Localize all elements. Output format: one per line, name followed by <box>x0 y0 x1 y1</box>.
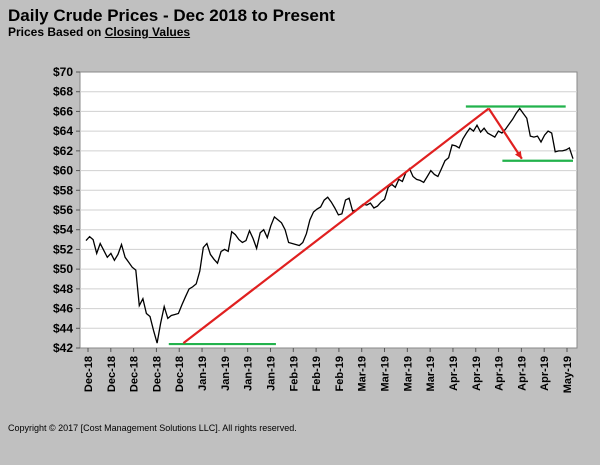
chart-subtitle: Prices Based on Closing Values <box>8 25 190 39</box>
y-tick-label: $58 <box>53 183 73 197</box>
y-tick-label: $50 <box>53 262 73 276</box>
x-tick-label: Feb-19 <box>334 356 346 391</box>
y-tick-label: $54 <box>53 223 73 237</box>
x-tick-label: Jan-19 <box>243 356 255 391</box>
y-tick-label: $70 <box>53 65 73 79</box>
x-tick-label: Apr-19 <box>494 356 506 391</box>
x-tick-label: Dec-18 <box>174 356 186 392</box>
x-tick-label: May-19 <box>562 356 574 393</box>
y-tick-label: $60 <box>53 164 73 178</box>
y-tick-label: $68 <box>53 85 73 99</box>
y-tick-label: $52 <box>53 242 73 256</box>
x-tick-label: Jan-19 <box>220 356 232 391</box>
chart-title: Daily Crude Prices - Dec 2018 to Present <box>8 6 335 25</box>
x-tick-label: Dec-18 <box>83 356 95 392</box>
trend-line <box>182 107 490 344</box>
x-tick-label: Apr-19 <box>471 356 483 391</box>
x-tick-label: Jan-19 <box>265 356 277 391</box>
trend-line <box>487 107 523 160</box>
x-tick-label: Mar-19 <box>425 356 437 391</box>
x-tick-label: Apr-19 <box>539 356 551 391</box>
y-tick-label: $42 <box>53 341 73 355</box>
x-tick-label: Apr-19 <box>516 356 528 391</box>
y-tick-label: $56 <box>53 203 73 217</box>
y-tick-label: $64 <box>53 124 73 138</box>
x-tick-label: Dec-18 <box>129 356 141 392</box>
y-tick-label: $62 <box>53 144 73 158</box>
subtitle-emphasis: Closing Values <box>104 25 191 39</box>
chart-marks <box>85 105 574 346</box>
x-tick-label: Dec-18 <box>106 356 118 392</box>
copyright-notice: Copyright © 2017 [Cost Management Soluti… <box>8 423 297 433</box>
y-axis: $42 $44 $46 $48 $50 $52 $54 $56 $58 $60 $62 $64 $66 $… <box>53 65 80 355</box>
price-series-line <box>85 107 574 344</box>
x-tick-label: Apr-19 <box>448 356 460 391</box>
y-tick-label: $44 <box>53 321 73 335</box>
x-tick-label: Dec-18 <box>151 356 163 392</box>
x-tick-label: Mar-19 <box>402 356 414 391</box>
subtitle-prefix: Prices Based on <box>8 25 105 39</box>
gridlines <box>80 91 577 329</box>
x-axis: Dec-18 Dec-18 Dec-18 Dec-18 Dec-18 Jan-19 Jan-… <box>83 348 574 393</box>
y-tick-label: $46 <box>53 302 73 316</box>
x-tick-label: Feb-19 <box>288 356 300 391</box>
trend-arrowhead <box>514 150 522 159</box>
y-tick-label: $48 <box>53 282 73 296</box>
y-tick-label: $66 <box>53 104 73 118</box>
x-tick-label: Jan-19 <box>197 356 209 391</box>
x-tick-label: Feb-19 <box>311 356 323 391</box>
x-tick-label: Mar-19 <box>380 356 392 391</box>
x-tick-label: Mar-19 <box>357 356 369 391</box>
